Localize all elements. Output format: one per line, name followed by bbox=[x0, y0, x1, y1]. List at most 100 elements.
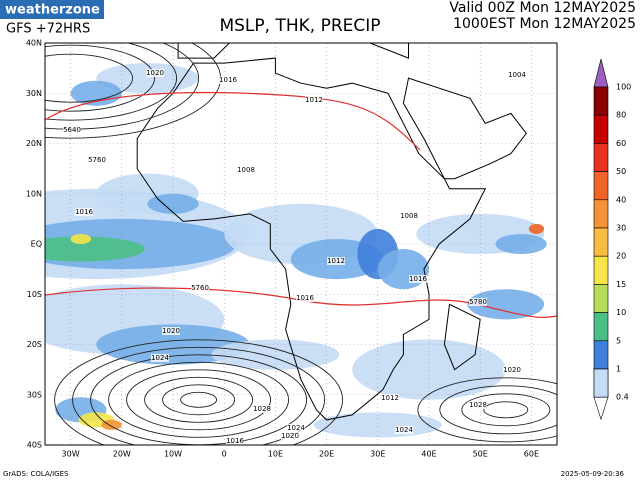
colorbar-segment bbox=[593, 227, 609, 257]
contour-label: 1012 bbox=[327, 257, 345, 265]
map-frame bbox=[44, 42, 558, 446]
contour-label: 1020 bbox=[162, 327, 180, 335]
isobar bbox=[126, 369, 272, 431]
contour-label: 1016 bbox=[296, 294, 314, 302]
contour-label-bg bbox=[281, 432, 299, 440]
map-area: 1020 1016 1012 1008 1004 1016 1020 1024 1028 1024… bbox=[45, 43, 557, 445]
footer-timestamp: 2025-05-09-20:36 bbox=[561, 470, 625, 478]
isobar bbox=[108, 361, 290, 438]
contour-label-bg bbox=[287, 424, 305, 432]
precip-area bbox=[70, 233, 92, 245]
contour-label-bg bbox=[381, 394, 399, 402]
map-title: MSLP, THK, PRECIP bbox=[219, 16, 380, 36]
colorbar-bottom bbox=[593, 396, 609, 421]
lat-label: EQ bbox=[31, 240, 42, 249]
isobar bbox=[417, 377, 557, 443]
contour-label: 1016 bbox=[409, 275, 427, 283]
isobar bbox=[483, 401, 529, 419]
valid-local: 1000EST Mon 12MAY2025 bbox=[453, 16, 636, 32]
colorbar-segment bbox=[593, 255, 609, 285]
colorbar-label: 15 bbox=[616, 280, 626, 289]
precip-area bbox=[352, 339, 506, 400]
precip-area bbox=[96, 63, 199, 94]
coastline bbox=[177, 43, 409, 59]
isobar bbox=[144, 376, 254, 423]
contour-label-bg bbox=[219, 76, 237, 84]
lon-label: 10E bbox=[268, 450, 283, 459]
contour-label-bg bbox=[162, 327, 180, 335]
brand: weatherzone bbox=[5, 3, 100, 18]
colorbar-label: 10 bbox=[616, 308, 626, 317]
lat-label: 20N bbox=[26, 139, 42, 148]
precip-area bbox=[101, 419, 122, 430]
contour-label-bg bbox=[75, 208, 93, 216]
contour-label-bg bbox=[327, 257, 345, 265]
isobar bbox=[45, 43, 178, 121]
colorbar-segment bbox=[593, 143, 609, 172]
contour-label: 1028 bbox=[469, 401, 487, 409]
contour-label: 1020 bbox=[146, 69, 164, 77]
precip-area bbox=[45, 236, 145, 262]
lon-label: 30E bbox=[370, 450, 385, 459]
lon-label: 0 bbox=[222, 450, 227, 459]
thickness-line bbox=[45, 91, 421, 151]
brand-box bbox=[0, 0, 104, 19]
colorbar-segment bbox=[593, 199, 609, 229]
contour-label: 1024 bbox=[151, 354, 169, 362]
contour-label-bg bbox=[151, 354, 169, 362]
precip-area bbox=[377, 249, 429, 290]
coastline bbox=[402, 77, 527, 180]
precip-area bbox=[70, 80, 122, 106]
isobar bbox=[439, 385, 557, 435]
colorbar-label: 1 bbox=[616, 365, 621, 374]
valid-utc: Valid 00Z Mon 12MAY2025 bbox=[449, 0, 636, 16]
colorbar-segment bbox=[593, 171, 609, 201]
coastline bbox=[136, 57, 487, 421]
contour-label: 1016 bbox=[75, 208, 93, 216]
contour-label-bg bbox=[400, 212, 418, 220]
precip-area bbox=[313, 412, 442, 438]
colorbar-segment bbox=[593, 86, 609, 116]
model-run: GFS +72HRS bbox=[6, 22, 90, 37]
isobar bbox=[45, 53, 134, 103]
contour-label: 1012 bbox=[305, 96, 323, 104]
isobar bbox=[45, 44, 156, 112]
colorbar-label: 20 bbox=[616, 252, 626, 261]
contour-label: 1024 bbox=[287, 424, 305, 432]
contour-label: 5760 bbox=[88, 156, 106, 164]
precip-area bbox=[528, 223, 545, 234]
isobar bbox=[162, 384, 236, 416]
contour-label: 1008 bbox=[400, 212, 418, 220]
contour-label-bg bbox=[191, 284, 209, 292]
lon-label: 60E bbox=[524, 450, 539, 459]
precip-area bbox=[211, 339, 340, 370]
lat-label: 40N bbox=[26, 39, 42, 48]
colorbar-label: 0.4 bbox=[616, 393, 629, 402]
colorbar-label: 60 bbox=[616, 139, 626, 148]
lon-label: 10W bbox=[164, 450, 182, 459]
contour-label: 1012 bbox=[381, 394, 399, 402]
contour-label: 5780 bbox=[469, 298, 487, 306]
contour-label: 1020 bbox=[503, 366, 521, 374]
contour-label-bg bbox=[226, 437, 244, 445]
contour-label: 5760 bbox=[191, 284, 209, 292]
lat-label: 30S bbox=[27, 390, 42, 399]
colorbar-segment bbox=[593, 284, 609, 313]
contour-label-bg bbox=[253, 405, 271, 413]
isobar bbox=[180, 391, 218, 408]
contour-label: 1028 bbox=[253, 405, 271, 413]
contour-label-bg bbox=[409, 275, 427, 283]
contour-label-bg bbox=[469, 298, 487, 306]
contour-label-bg bbox=[395, 426, 413, 434]
colorbar-label: 40 bbox=[616, 195, 626, 204]
lat-label: 40S bbox=[27, 441, 42, 450]
contour-label: 1016 bbox=[226, 437, 244, 445]
colorbar-label: 100 bbox=[616, 83, 631, 92]
contour-label-bg bbox=[508, 71, 526, 79]
contour-label-bg bbox=[88, 156, 106, 164]
colorbar-segment bbox=[593, 114, 609, 144]
contour-label: 1024 bbox=[395, 426, 413, 434]
contour-label: 1004 bbox=[508, 71, 526, 79]
isobar bbox=[54, 339, 344, 445]
